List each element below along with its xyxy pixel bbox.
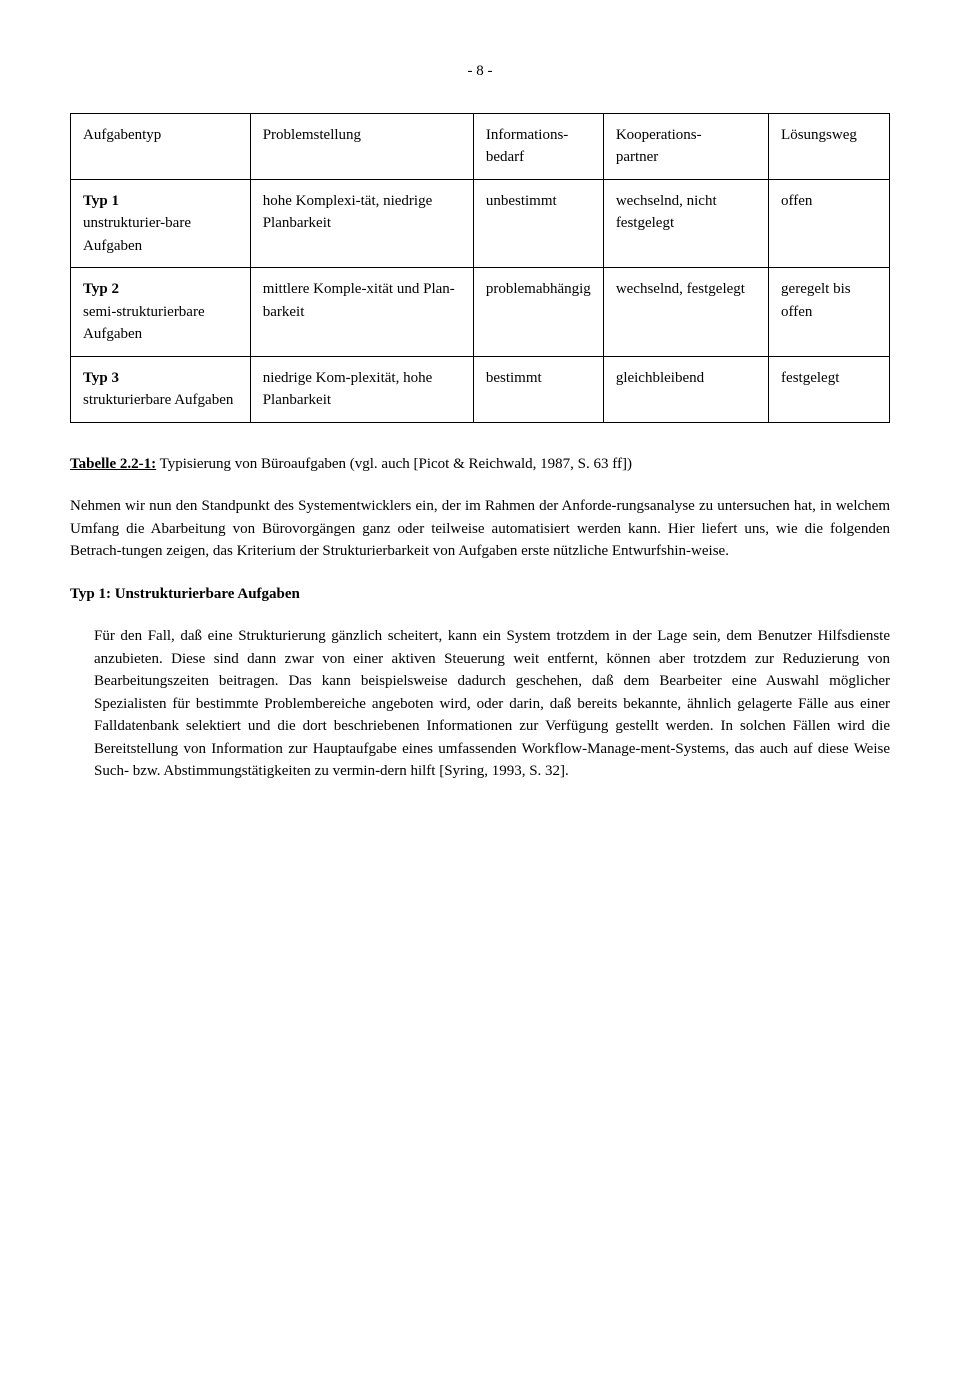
cell-aufgabentyp: Typ 1 unstrukturier-bare Aufgaben [71,179,251,268]
col-header: Problemstellung [250,113,473,179]
col-header: Informations- bedarf [473,113,603,179]
cell-informationsbedarf: bestimmt [473,356,603,422]
row-type-desc: semi-strukturierbare Aufgaben [83,304,205,343]
row-type: Typ 2 [83,281,119,297]
cell-problemstellung: mittlere Komple-xität und Plan-barkeit [250,268,473,357]
cell-kooperationspartner: wechselnd, festgelegt [603,268,768,357]
cell-kooperationspartner: gleichbleibend [603,356,768,422]
cell-loesungsweg: geregelt bis offen [769,268,890,357]
cell-informationsbedarf: problemabhängig [473,268,603,357]
cell-aufgabentyp: Typ 2 semi-strukturierbare Aufgaben [71,268,251,357]
table-caption-text: Typisierung von Büroaufgaben (vgl. auch … [160,456,632,472]
table-row: Typ 2 semi-strukturierbare Aufgaben mitt… [71,268,890,357]
table-row: Typ 3 strukturierbare Aufgaben niedrige … [71,356,890,422]
row-type-desc: strukturierbare Aufgaben [83,392,233,408]
table-caption: Tabelle 2.2-1: Typisierung von Büroaufga… [70,453,890,476]
table-header-row: Aufgabentyp Problemstellung Informations… [71,113,890,179]
cell-problemstellung: niedrige Kom-plexität, hohe Planbarkeit [250,356,473,422]
cell-aufgabentyp: Typ 3 strukturierbare Aufgaben [71,356,251,422]
page-number: - 8 - [70,60,890,83]
table-label: Tabelle 2.2-1: [70,456,156,472]
cell-loesungsweg: offen [769,179,890,268]
row-type: Typ 1 [83,193,119,209]
cell-problemstellung: hohe Komplexi-tät, niedrige Planbarkeit [250,179,473,268]
cell-kooperationspartner: wechselnd, nicht festgelegt [603,179,768,268]
col-header: Kooperations- partner [603,113,768,179]
row-type-desc: unstrukturier-bare Aufgaben [83,215,191,254]
typology-table: Aufgabentyp Problemstellung Informations… [70,113,890,423]
body-paragraph: Nehmen wir nun den Standpunkt des System… [70,495,890,563]
cell-loesungsweg: festgelegt [769,356,890,422]
col-header: Lösungsweg [769,113,890,179]
row-type: Typ 3 [83,370,119,386]
cell-informationsbedarf: unbestimmt [473,179,603,268]
col-header: Aufgabentyp [71,113,251,179]
table-row: Typ 1 unstrukturier-bare Aufgaben hohe K… [71,179,890,268]
body-paragraph: Für den Fall, daß eine Strukturierung gä… [94,625,890,783]
section-heading: Typ 1: Unstrukturierbare Aufgaben [70,583,890,606]
